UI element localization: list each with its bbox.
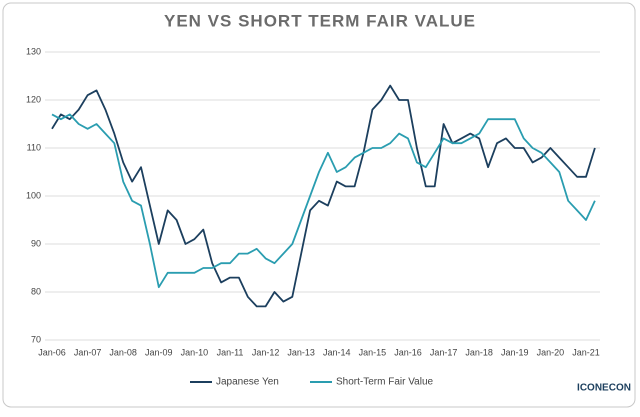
x-tick-label: Jan-10 <box>181 347 209 357</box>
card <box>2 2 636 408</box>
legend-label: Japanese Yen <box>216 377 279 388</box>
x-tick-label: Jan-17 <box>430 347 458 357</box>
x-tick-label: Jan-20 <box>537 347 565 357</box>
x-tick-label: Jan-21 <box>572 347 600 357</box>
series-line <box>51 84 596 308</box>
x-tick-label: Jan-14 <box>323 347 351 357</box>
x-tick-label: Jan-15 <box>359 347 387 357</box>
y-tick-label: 100 <box>26 190 41 200</box>
x-tick-label: Jan-06 <box>38 347 66 357</box>
x-tick-label: Jan-19 <box>501 347 529 357</box>
legend-label: Short-Term Fair Value <box>336 377 434 388</box>
x-tick-label: Jan-18 <box>465 347 493 357</box>
y-tick-label: 110 <box>27 142 41 152</box>
x-tick-label: Jan-16 <box>394 347 422 357</box>
y-tick-label: 90 <box>31 238 41 248</box>
x-tick-label: Jan-12 <box>252 347 280 357</box>
x-tick-label: Jan-07 <box>74 347 102 357</box>
logo: ICONECON <box>577 383 631 394</box>
series-line <box>51 113 596 289</box>
y-tick-label: 80 <box>31 286 41 296</box>
x-tick-label: Jan-09 <box>145 347 173 357</box>
x-tick-label: Jan-13 <box>287 347 315 357</box>
y-tick-label: 130 <box>26 46 41 56</box>
chart-title: YEN VS SHORT TERM FAIR VALUE <box>164 11 476 30</box>
y-tick-label: 70 <box>31 334 41 344</box>
x-tick-label: Jan-08 <box>109 347 137 357</box>
x-tick-label: Jan-11 <box>217 347 244 357</box>
y-tick-label: 120 <box>26 94 41 104</box>
